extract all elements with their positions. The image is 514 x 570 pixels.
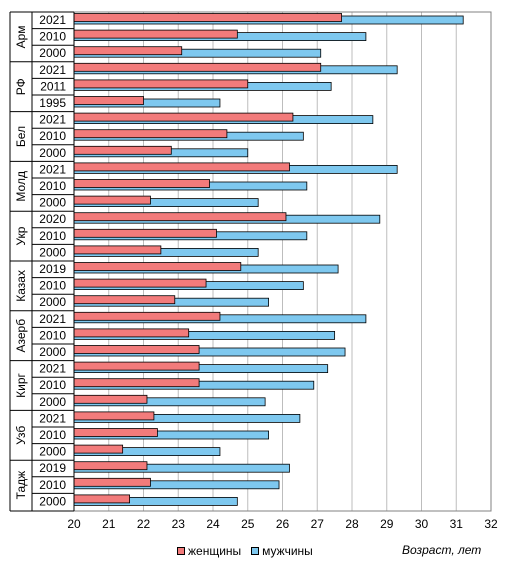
- y-group-label-country: РФ: [14, 78, 28, 95]
- bar-women: [73, 145, 172, 155]
- y-tick-label-year: 2000: [39, 494, 66, 508]
- bar-women: [73, 394, 148, 404]
- y-tick-label-year: 2000: [39, 146, 66, 160]
- x-tick-label: 28: [345, 517, 359, 531]
- y-tick-label-year: 2000: [39, 196, 66, 210]
- y-tick-label-year: 2000: [39, 445, 66, 459]
- bar-women: [73, 96, 144, 105]
- y-tick-label-year: 2021: [39, 411, 66, 425]
- y-tick-label-year: 2021: [39, 13, 66, 27]
- bar-women: [73, 262, 242, 271]
- y-tick-label-year: 2011: [40, 79, 66, 93]
- bar-women: [73, 361, 200, 371]
- bar-women: [73, 13, 342, 22]
- y-tick-label-year: 2010: [39, 279, 66, 293]
- y-tick-label-year: 2021: [39, 162, 66, 176]
- legend-swatch-men: [251, 547, 260, 555]
- y-tick-label-year: 2010: [39, 229, 66, 243]
- x-tick-label: 30: [415, 517, 429, 531]
- bar-women: [73, 162, 290, 172]
- bar-women: [73, 311, 221, 321]
- x-tick-label: 29: [380, 517, 394, 531]
- x-tick-label: 26: [276, 517, 290, 531]
- bar-women: [73, 428, 158, 437]
- y-group-label-country: Узб: [14, 426, 28, 445]
- bar-women: [73, 29, 238, 39]
- bar-women: [73, 461, 148, 471]
- y-tick-label-year: 2000: [39, 395, 66, 409]
- bar-women: [73, 494, 130, 504]
- bar-women: [73, 411, 155, 421]
- x-tick-label: 22: [137, 517, 151, 531]
- bar-women: [73, 195, 151, 205]
- y-tick-label-year: 2000: [39, 345, 66, 359]
- y-group-label-country: Тадж: [14, 471, 28, 500]
- x-tick-label: 27: [311, 517, 325, 531]
- x-tick-label: 24: [206, 517, 220, 531]
- y-tick-label-year: 2010: [39, 30, 66, 44]
- x-tick-label: 20: [67, 517, 81, 531]
- bar-women: [73, 328, 190, 338]
- bar-women: [73, 212, 287, 222]
- y-tick-label-year: 2010: [39, 179, 66, 193]
- bar-women: [73, 345, 200, 354]
- bar-women: [73, 46, 183, 56]
- y-group-label-country: Кирг: [14, 373, 28, 398]
- y-tick-label-year: 2010: [39, 478, 66, 492]
- y-tick-label-year: 2000: [39, 245, 66, 259]
- bar-women: [73, 295, 176, 305]
- y-group-label-country: Арм: [14, 25, 28, 48]
- bar-women: [73, 79, 249, 89]
- bar-women: [73, 444, 124, 454]
- bar-women: [73, 278, 207, 288]
- y-tick-label-year: 2010: [39, 328, 66, 342]
- legend-item-men: мужчины: [251, 544, 313, 558]
- bar-women: [73, 378, 200, 388]
- y-tick-label-year: 1995: [39, 96, 66, 110]
- bar-women: [73, 245, 162, 255]
- x-tick-label: 21: [102, 517, 116, 531]
- y-group-label-country: Укр: [14, 226, 28, 245]
- y-tick-label-year: 2000: [39, 295, 66, 309]
- y-group-label-country: Азерб: [14, 319, 28, 353]
- legend-label-men: мужчины: [262, 544, 313, 558]
- y-tick-label-year: 2010: [39, 428, 66, 442]
- y-tick-label-year: 2010: [39, 129, 66, 143]
- y-tick-label-year: 2019: [39, 262, 66, 276]
- bar-women: [73, 129, 228, 139]
- bar-women: [73, 62, 322, 72]
- chart-legend: женщины мужчины: [177, 544, 313, 558]
- y-group-label-country: Казах: [14, 270, 28, 302]
- y-tick-label-year: 2000: [39, 46, 66, 60]
- y-group-label-country: Молд: [14, 171, 28, 202]
- bar-women: [73, 228, 217, 238]
- bar-women: [73, 112, 294, 122]
- y-tick-label-year: 2019: [39, 461, 66, 475]
- bar-women: [73, 477, 151, 487]
- y-group-label-country: Бел: [14, 126, 28, 147]
- y-tick-label-year: 2020: [39, 212, 66, 226]
- bar-women: [73, 179, 210, 188]
- x-tick-label: 25: [241, 517, 255, 531]
- y-tick-label-year: 2021: [39, 312, 66, 326]
- x-tick-label: 23: [172, 517, 186, 531]
- y-tick-label-year: 2010: [39, 378, 66, 392]
- y-tick-label-year: 2021: [39, 362, 66, 376]
- legend-swatch-women: [177, 547, 185, 555]
- y-tick-label-year: 2021: [39, 63, 66, 77]
- legend-label-women: женщины: [188, 544, 242, 558]
- legend-item-women: женщины: [177, 544, 241, 558]
- y-tick-label-year: 2021: [39, 113, 66, 127]
- x-axis-label: Возраст, лет: [402, 543, 482, 557]
- x-tick-label: 31: [450, 517, 464, 531]
- x-tick-label: 32: [484, 517, 498, 531]
